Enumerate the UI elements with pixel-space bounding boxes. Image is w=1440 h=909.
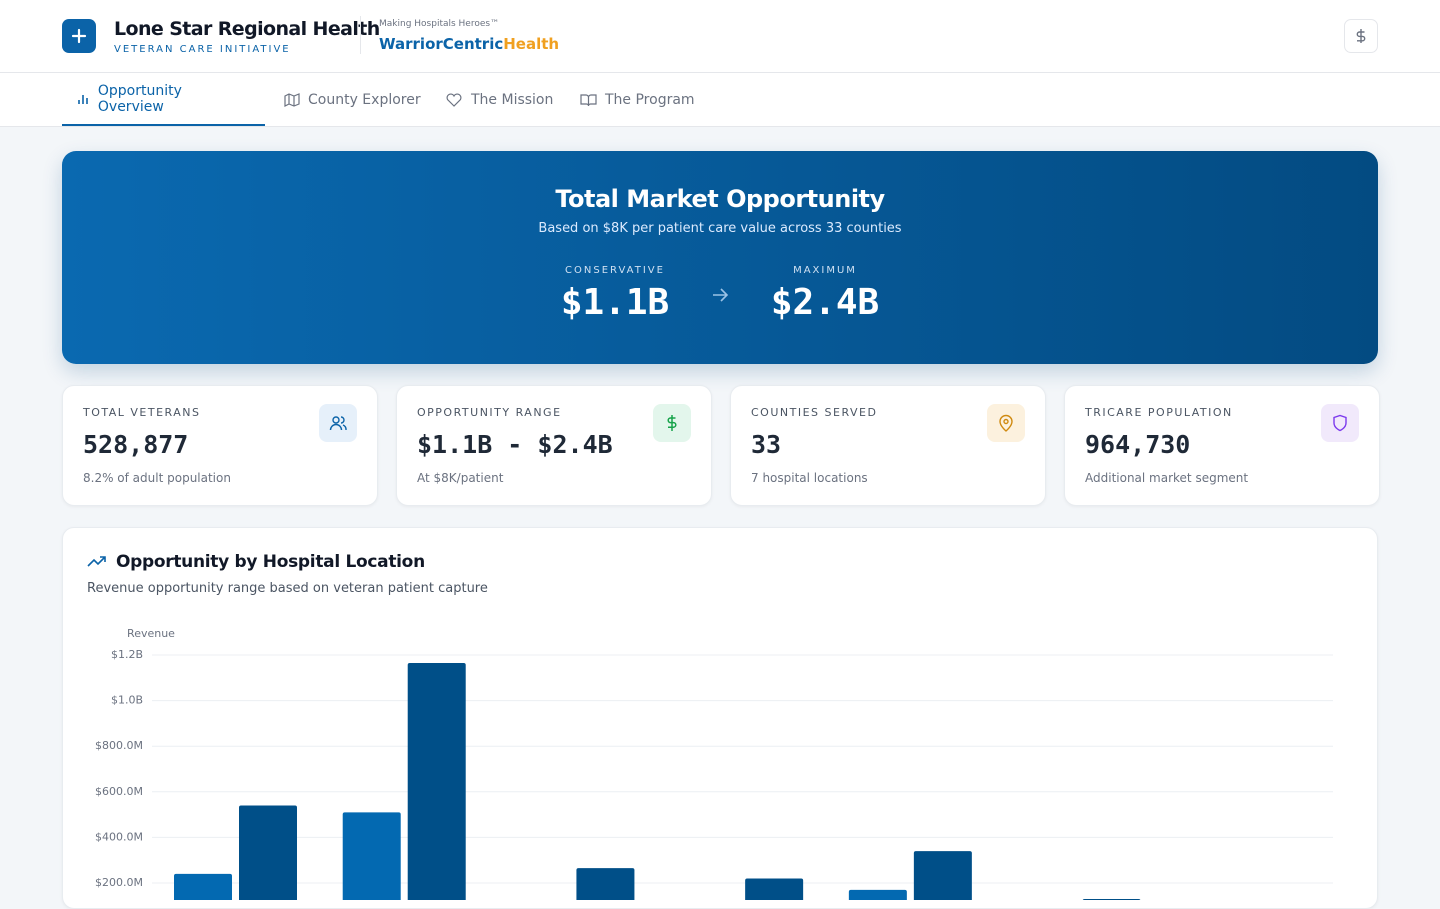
- stat-icon: [319, 404, 357, 442]
- bar: [576, 868, 635, 900]
- tab[interactable]: The Program: [566, 73, 709, 126]
- y-tick-label: $600.0M: [95, 785, 143, 798]
- conservative-label: CONSERVATIVE: [565, 265, 665, 276]
- chart: Revenue $200.0M $400.0M $600.0M $800.0M $1.0…: [95, 627, 1333, 900]
- maximum-value: $2.4B: [770, 282, 880, 323]
- stat-label: TRICARE POPULATION: [1085, 406, 1233, 419]
- maximum: MAXIMUM $2.4B: [752, 265, 898, 323]
- stat-note: At $8K/patient: [417, 471, 504, 485]
- product: WarriorCentricHealth: [379, 35, 559, 53]
- tab[interactable]: County Explorer: [270, 73, 435, 126]
- tab-label: County Explorer: [308, 91, 421, 108]
- bar: [342, 812, 401, 900]
- tab-label: The Mission: [471, 91, 554, 108]
- hero-title: Total Market Opportunity: [555, 185, 885, 213]
- stat-card: OPPORTUNITY RANGE $1.1B - $2.4B At $8K/p…: [396, 385, 712, 506]
- conservative-value: $1.1B: [560, 282, 670, 323]
- stat-value: 964,730: [1085, 430, 1191, 459]
- stat-icon: [1321, 404, 1359, 442]
- users-icon: [329, 416, 347, 431]
- stat-icon: [653, 404, 691, 442]
- tagline: Making Hospitals Heroes™: [379, 19, 500, 29]
- tab[interactable]: Opportunity Overview: [62, 73, 265, 126]
- brand: Lone Star Regional Health: [114, 18, 380, 40]
- logo-icon: [71, 28, 87, 44]
- bar: [407, 662, 466, 900]
- hero: Total Market Opportunity Based on $8K pe…: [62, 151, 1378, 364]
- stat-label: OPPORTUNITY RANGE: [417, 406, 562, 419]
- bar: [174, 873, 232, 900]
- stat-label: TOTAL VETERANS: [83, 406, 201, 419]
- bar: [848, 889, 907, 900]
- product-part: WarriorCentric: [379, 35, 504, 53]
- y-tick-label: $1.0B: [111, 694, 143, 707]
- stat-card: COUNTIES SERVED 33 7 hospital locations: [730, 385, 1046, 506]
- tab-icon: [580, 93, 597, 106]
- y-tick-label: $1.2B: [111, 648, 143, 661]
- stat-value: 33: [751, 430, 782, 459]
- divider: [360, 16, 361, 54]
- stat-card: TOTAL VETERANS 528,877 8.2% of adult pop…: [62, 385, 378, 506]
- tab-icon: [284, 92, 300, 107]
- tab[interactable]: The Mission: [431, 73, 567, 126]
- dollar-icon: [1356, 29, 1366, 43]
- logo: [62, 19, 96, 53]
- pin-icon: [999, 414, 1013, 432]
- tab-icon: [446, 92, 462, 107]
- brand-subtitle: VETERAN CARE INITIATIVE: [114, 44, 291, 55]
- product-part: Health: [503, 35, 560, 53]
- hero-subtitle: Based on $8K per patient care value acro…: [538, 221, 902, 236]
- arrow: [713, 288, 729, 302]
- stat-value: 528,877: [83, 430, 189, 459]
- stat-icon: [987, 404, 1025, 442]
- chart-title: Opportunity by Hospital Location: [116, 552, 425, 572]
- bar: [913, 851, 972, 900]
- nav: Opportunity Overview County Explorer The…: [0, 73, 1440, 127]
- tab-label: The Program: [605, 91, 695, 108]
- y-tick-label: $400.0M: [95, 830, 143, 843]
- conservative: CONSERVATIVE $1.1B: [542, 265, 688, 323]
- tab-label: Opportunity Overview: [97, 82, 182, 115]
- stat-value: $1.1B - $2.4B: [417, 430, 613, 459]
- maximum-label: MAXIMUM: [793, 265, 857, 276]
- stat-note: 7 hospital locations: [751, 471, 868, 485]
- bar: [239, 805, 297, 900]
- y-tick-label: $800.0M: [95, 739, 143, 752]
- header: Lone Star Regional Health VETERAN CARE I…: [0, 0, 1440, 73]
- stat-card: TRICARE POPULATION 964,730 Additional ma…: [1064, 385, 1380, 506]
- bar: [745, 878, 804, 900]
- dollar-icon: [667, 415, 677, 431]
- shield-icon: [1333, 414, 1347, 432]
- currency-button[interactable]: [1344, 19, 1378, 53]
- stat-note: 8.2% of adult population: [83, 471, 231, 485]
- chart-subtitle: Revenue opportunity range based on veter…: [87, 581, 488, 596]
- y-tick-label: $200.0M: [95, 876, 143, 889]
- trend-icon: [87, 556, 106, 567]
- y-axis-label: Revenue: [127, 627, 175, 640]
- stat-note: Additional market segment: [1085, 471, 1249, 485]
- tab-icon: [78, 94, 88, 104]
- stat-label: COUNTIES SERVED: [751, 406, 878, 419]
